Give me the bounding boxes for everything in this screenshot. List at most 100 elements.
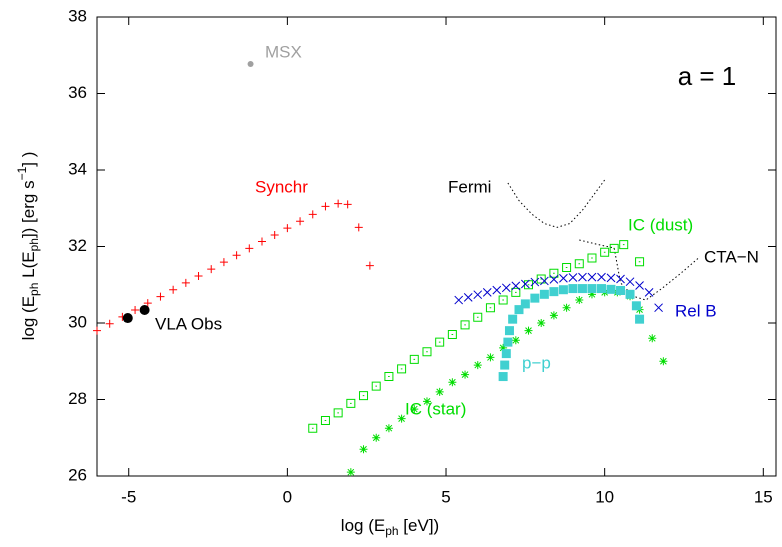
point <box>596 284 606 294</box>
point <box>365 261 374 270</box>
point <box>482 288 492 297</box>
point <box>232 251 241 260</box>
point <box>530 293 540 303</box>
y-tick-label: 34 <box>68 159 87 178</box>
series-label: VLA Obs <box>155 314 222 333</box>
point <box>503 337 513 347</box>
point <box>372 433 381 442</box>
point <box>486 353 495 362</box>
point <box>122 313 133 324</box>
point <box>530 277 540 287</box>
point <box>511 281 521 291</box>
point <box>606 273 616 283</box>
point <box>654 303 663 313</box>
point <box>575 296 584 305</box>
point <box>181 278 190 287</box>
point <box>354 223 363 232</box>
point <box>169 285 178 294</box>
point <box>549 275 559 284</box>
point <box>346 398 356 408</box>
point <box>343 200 352 209</box>
point <box>625 289 635 299</box>
point <box>371 381 381 391</box>
point <box>384 424 393 433</box>
point <box>131 305 140 314</box>
point <box>498 295 508 305</box>
point <box>600 247 610 257</box>
series-label: Synchr <box>255 177 308 196</box>
series-label: IC (star) <box>405 399 466 418</box>
point <box>508 314 518 324</box>
point <box>625 277 635 287</box>
point <box>562 303 571 312</box>
y-tick-label: 38 <box>68 6 87 25</box>
point <box>461 370 470 379</box>
point <box>296 217 305 226</box>
point <box>320 416 330 426</box>
curve <box>579 239 701 301</box>
point <box>619 240 629 250</box>
point <box>473 290 483 300</box>
point <box>514 305 524 315</box>
point <box>409 354 419 364</box>
series-label: Fermi <box>448 177 491 196</box>
point <box>540 276 549 286</box>
y-tick-label: 36 <box>68 83 87 102</box>
point <box>635 257 645 267</box>
point <box>577 284 587 294</box>
point <box>308 423 318 433</box>
point <box>257 237 266 246</box>
series-label: IC (dust) <box>628 215 693 234</box>
point <box>559 273 568 283</box>
point <box>219 258 228 267</box>
point <box>194 271 203 280</box>
x-label-part: [eV]) <box>399 516 440 535</box>
point <box>520 299 530 309</box>
point <box>410 405 419 414</box>
point <box>524 326 533 335</box>
point <box>397 414 406 423</box>
point <box>520 279 530 289</box>
point <box>616 274 625 284</box>
point <box>587 272 597 282</box>
y-label-part: L(E <box>19 251 38 282</box>
point <box>549 287 559 297</box>
point <box>574 259 584 269</box>
point <box>631 301 641 311</box>
point <box>463 293 473 302</box>
point <box>422 397 431 406</box>
point <box>139 304 150 315</box>
point <box>473 361 482 370</box>
y-label-part: ] ) <box>19 152 38 167</box>
point <box>568 273 578 282</box>
point <box>384 372 394 382</box>
series-label: CTA−N <box>704 247 759 266</box>
point <box>499 343 508 352</box>
point <box>568 284 578 294</box>
point <box>558 285 568 295</box>
point <box>359 391 369 401</box>
point <box>648 334 657 343</box>
point <box>498 372 508 382</box>
point <box>359 445 368 454</box>
point <box>308 210 317 219</box>
point <box>635 314 645 324</box>
point <box>500 360 510 370</box>
point <box>485 303 495 313</box>
point <box>537 319 546 327</box>
point <box>93 326 101 335</box>
point <box>447 329 457 339</box>
point <box>346 468 355 477</box>
series-label: MSX <box>265 42 302 61</box>
point <box>501 283 511 293</box>
point <box>143 299 152 308</box>
y-tick-label: 28 <box>68 389 87 408</box>
point <box>549 311 558 320</box>
y-tick-label: 32 <box>68 236 87 255</box>
point <box>635 281 644 290</box>
point <box>587 290 596 299</box>
point <box>659 357 668 366</box>
y-tick-label: 30 <box>68 312 87 331</box>
point <box>587 284 597 294</box>
y-label-sup: −1 <box>15 166 29 180</box>
